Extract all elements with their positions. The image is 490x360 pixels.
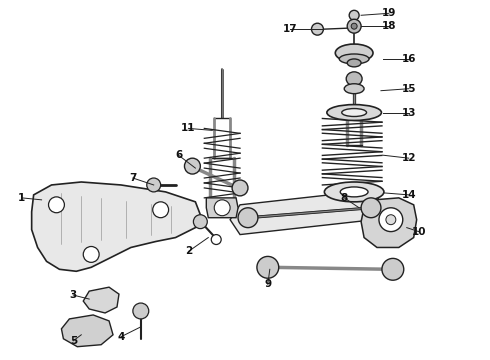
Circle shape bbox=[153, 202, 169, 218]
Text: 3: 3 bbox=[70, 290, 77, 300]
Text: 11: 11 bbox=[181, 123, 196, 134]
Text: 7: 7 bbox=[129, 173, 137, 183]
Circle shape bbox=[379, 208, 403, 231]
Circle shape bbox=[349, 10, 359, 20]
Circle shape bbox=[238, 208, 258, 228]
Circle shape bbox=[147, 178, 161, 192]
Circle shape bbox=[232, 180, 248, 196]
Text: 8: 8 bbox=[341, 193, 348, 203]
Polygon shape bbox=[32, 182, 200, 271]
Text: 10: 10 bbox=[412, 226, 426, 237]
Circle shape bbox=[211, 235, 221, 244]
Text: 13: 13 bbox=[401, 108, 416, 117]
Circle shape bbox=[49, 197, 64, 213]
Text: 2: 2 bbox=[185, 247, 192, 256]
Ellipse shape bbox=[335, 44, 373, 62]
Polygon shape bbox=[361, 198, 416, 247]
Circle shape bbox=[133, 303, 149, 319]
Polygon shape bbox=[230, 190, 384, 235]
Text: 19: 19 bbox=[382, 8, 396, 18]
Circle shape bbox=[382, 258, 404, 280]
Text: 12: 12 bbox=[401, 153, 416, 163]
Circle shape bbox=[347, 19, 361, 33]
Circle shape bbox=[194, 215, 207, 229]
Ellipse shape bbox=[342, 109, 367, 117]
Ellipse shape bbox=[346, 72, 362, 86]
Circle shape bbox=[257, 256, 279, 278]
Polygon shape bbox=[83, 287, 119, 313]
Ellipse shape bbox=[340, 187, 368, 197]
Ellipse shape bbox=[344, 84, 364, 94]
Circle shape bbox=[83, 247, 99, 262]
Text: 9: 9 bbox=[264, 279, 271, 289]
Polygon shape bbox=[61, 315, 113, 347]
Circle shape bbox=[361, 198, 381, 218]
Text: 18: 18 bbox=[382, 21, 396, 31]
Text: 17: 17 bbox=[282, 24, 297, 34]
Ellipse shape bbox=[347, 59, 361, 67]
Text: 16: 16 bbox=[401, 54, 416, 64]
Ellipse shape bbox=[327, 105, 381, 121]
Circle shape bbox=[214, 200, 230, 216]
Ellipse shape bbox=[339, 54, 369, 64]
Text: 5: 5 bbox=[70, 336, 77, 346]
Circle shape bbox=[351, 23, 357, 29]
Circle shape bbox=[386, 215, 396, 225]
Polygon shape bbox=[206, 198, 238, 218]
Text: 1: 1 bbox=[18, 193, 25, 203]
Text: 6: 6 bbox=[175, 150, 182, 160]
Text: 4: 4 bbox=[117, 332, 124, 342]
Text: 14: 14 bbox=[401, 190, 416, 200]
Circle shape bbox=[184, 158, 200, 174]
Ellipse shape bbox=[324, 182, 384, 202]
Text: 15: 15 bbox=[401, 84, 416, 94]
Circle shape bbox=[312, 23, 323, 35]
